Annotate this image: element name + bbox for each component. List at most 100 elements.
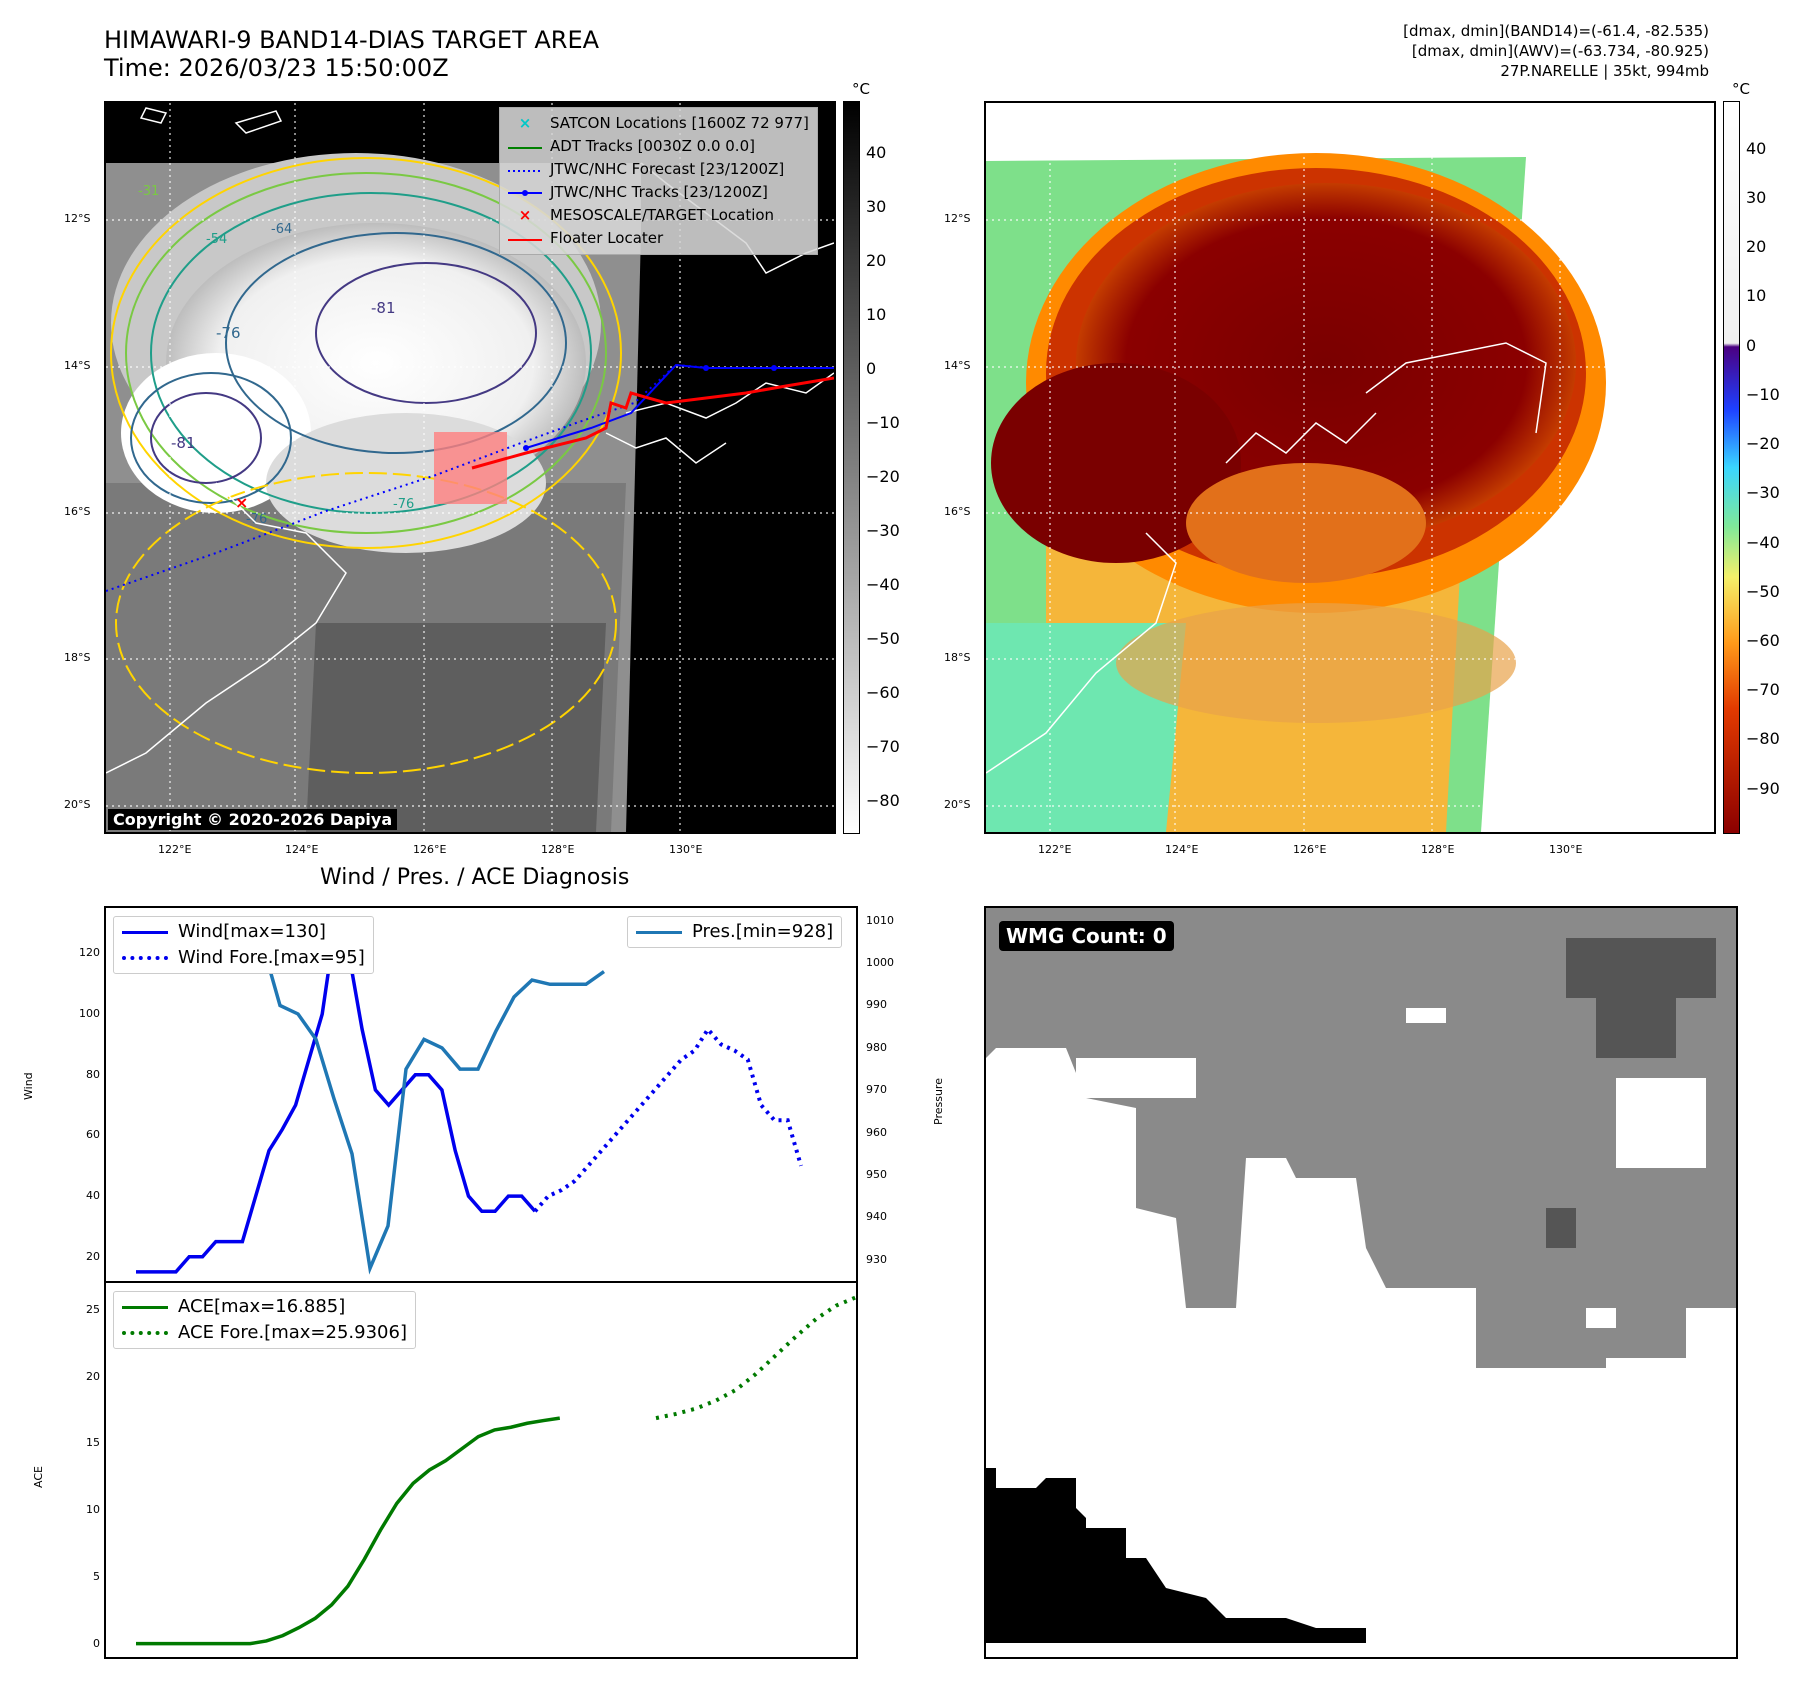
dotted-line-icon	[508, 158, 542, 181]
info-band14: [dmax, dmin](BAND14)=(-61.4, -82.535)	[1403, 22, 1709, 40]
colorbar-tick-label: −70	[1746, 680, 1780, 700]
lat-label: 16°S	[944, 505, 971, 518]
colorbar-tick-label: 40	[1746, 138, 1767, 158]
lat-label: 18°S	[944, 651, 971, 664]
legend-adt: ADT Tracks [0030Z 0.0 0.0]	[508, 135, 809, 158]
contour-label: -76	[246, 512, 267, 527]
legend-ace-fore: ACE Fore.[max=25.9306]	[122, 1320, 407, 1346]
colorbar-tick-label: 0	[866, 359, 877, 379]
axis-tick-label: 20	[86, 1369, 100, 1383]
line-icon	[508, 227, 542, 250]
line-icon	[508, 135, 542, 158]
colorbar-tick-label: −40	[1746, 532, 1780, 552]
colorbar-tick-label: 20	[1746, 237, 1767, 257]
colorbar-tick-label: −10	[1746, 384, 1780, 404]
figure-title: HIMAWARI-9 BAND14-DIAS TARGET AREA	[104, 26, 600, 54]
floater-locater-track	[471, 376, 834, 470]
lon-label: 126°E	[413, 843, 447, 856]
wmg-panel: WMG Count: 0	[984, 906, 1738, 1659]
lon-label: 124°E	[285, 843, 319, 856]
axis-tick-label: 25	[86, 1302, 100, 1316]
dotted-line-icon	[122, 1331, 168, 1335]
lon-label: 130°E	[1549, 843, 1583, 856]
axis-tick-label: 5	[93, 1569, 100, 1583]
lat-label: 14°S	[64, 359, 91, 372]
contour-label: -76	[216, 324, 241, 342]
colorbar-tick-label: −60	[866, 682, 900, 702]
diagnosis-title: Wind / Pres. / ACE Diagnosis	[320, 865, 630, 890]
axis-tick-label: 1000	[866, 956, 894, 970]
lon-label: 122°E	[1038, 843, 1072, 856]
wmg-image	[986, 908, 1736, 1643]
copyright-label: Copyright © 2020-2026 Dapiya	[108, 809, 398, 830]
lat-label: 20°S	[64, 798, 91, 811]
colorbar-tick-label: −40	[866, 574, 900, 594]
x-marker-icon: ×	[518, 206, 532, 224]
dotted-line-icon	[122, 956, 168, 960]
axis-tick-label: 940	[866, 1210, 887, 1224]
axis-tick-label: 100	[79, 1007, 100, 1021]
ir-colorbar	[843, 101, 860, 834]
colorbar-tick-label: −60	[1746, 631, 1780, 651]
colorbar-tick-label: 40	[866, 143, 887, 163]
lon-label: 126°E	[1293, 843, 1327, 856]
lat-label: 12°S	[944, 212, 971, 225]
awv-satellite-panel	[984, 101, 1716, 834]
wind-axis-label: Wind	[22, 1072, 35, 1100]
colorbar-tick-label: 10	[866, 305, 887, 325]
ace-series-line	[136, 1416, 561, 1646]
contour-label: -81	[171, 434, 196, 452]
colorbar-tick-label: 30	[1746, 187, 1767, 207]
awv-satellite-image	[986, 103, 1714, 832]
ir-legend: × SATCON Locations [1600Z 72 977] ADT Tra…	[499, 107, 818, 255]
axis-tick-label: 990	[866, 998, 887, 1012]
legend-pressure: Pres.[min=928]	[636, 919, 833, 945]
lon-label: 128°E	[541, 843, 575, 856]
axis-tick-label: 970	[866, 1083, 887, 1097]
mesoscale-target-marker: ×	[235, 493, 248, 512]
info-storm: 27P.NARELLE | 35kt, 994mb	[1500, 62, 1709, 80]
legend-jtwc-tracks: JTWC/NHC Tracks [23/1200Z]	[508, 181, 809, 204]
axis-tick-label: 960	[866, 1125, 887, 1139]
legend-ace: ACE[max=16.885]	[122, 1294, 407, 1320]
axis-tick-label: 1010	[866, 913, 894, 927]
ace-axis-label: ACE	[32, 1466, 45, 1488]
contour-label: -81	[371, 299, 396, 317]
colorbar-tick-label: 10	[1746, 286, 1767, 306]
axis-tick-label: 10	[86, 1503, 100, 1517]
colorbar-tick-label: −80	[1746, 729, 1780, 749]
axis-tick-label: 15	[86, 1436, 100, 1450]
lon-label: 124°E	[1165, 843, 1199, 856]
ace-forecast-line	[655, 1295, 856, 1421]
colorbar-tick-label: 20	[866, 251, 887, 271]
colorbar-tick-label: −80	[866, 790, 900, 810]
lat-label: 18°S	[64, 651, 91, 664]
legend-forecast: JTWC/NHC Forecast [23/1200Z]	[508, 158, 809, 181]
colorbar-tick-label: 30	[866, 197, 887, 217]
line-dot-icon	[508, 181, 542, 204]
line-icon	[122, 1305, 168, 1309]
axis-tick-label: 80	[86, 1067, 100, 1081]
ace-chart	[104, 1281, 858, 1659]
floater-box	[434, 432, 507, 504]
wind-forecast-line	[533, 1025, 803, 1213]
axis-tick-label: 950	[866, 1168, 887, 1182]
contour-label: -64	[271, 222, 292, 237]
wmg-count-label: WMG Count: 0	[999, 921, 1174, 951]
lon-label: 122°E	[158, 843, 192, 856]
contour-label: -31	[138, 184, 159, 199]
colorbar-tick-label: −30	[1746, 483, 1780, 503]
colorbar-tick-label: −70	[866, 736, 900, 756]
colorbar-tick-label: −20	[1746, 434, 1780, 454]
axis-tick-label: 120	[79, 946, 100, 960]
awv-colorbar-unit: °C	[1732, 80, 1750, 98]
contour-label: -76	[393, 497, 414, 512]
ace-legend: ACE[max=16.885] ACE Fore.[max=25.9306]	[113, 1291, 416, 1349]
wind-legend: Wind[max=130] Wind Fore.[max=95]	[113, 916, 374, 974]
figure-time: Time: 2026/03/23 15:50:00Z	[104, 54, 449, 82]
jtwc-track	[525, 363, 834, 449]
legend-wind: Wind[max=130]	[122, 919, 365, 945]
axis-tick-label: 0	[93, 1636, 100, 1650]
colorbar-tick-label: −50	[1746, 581, 1780, 601]
colorbar-tick-label: −10	[866, 412, 900, 432]
